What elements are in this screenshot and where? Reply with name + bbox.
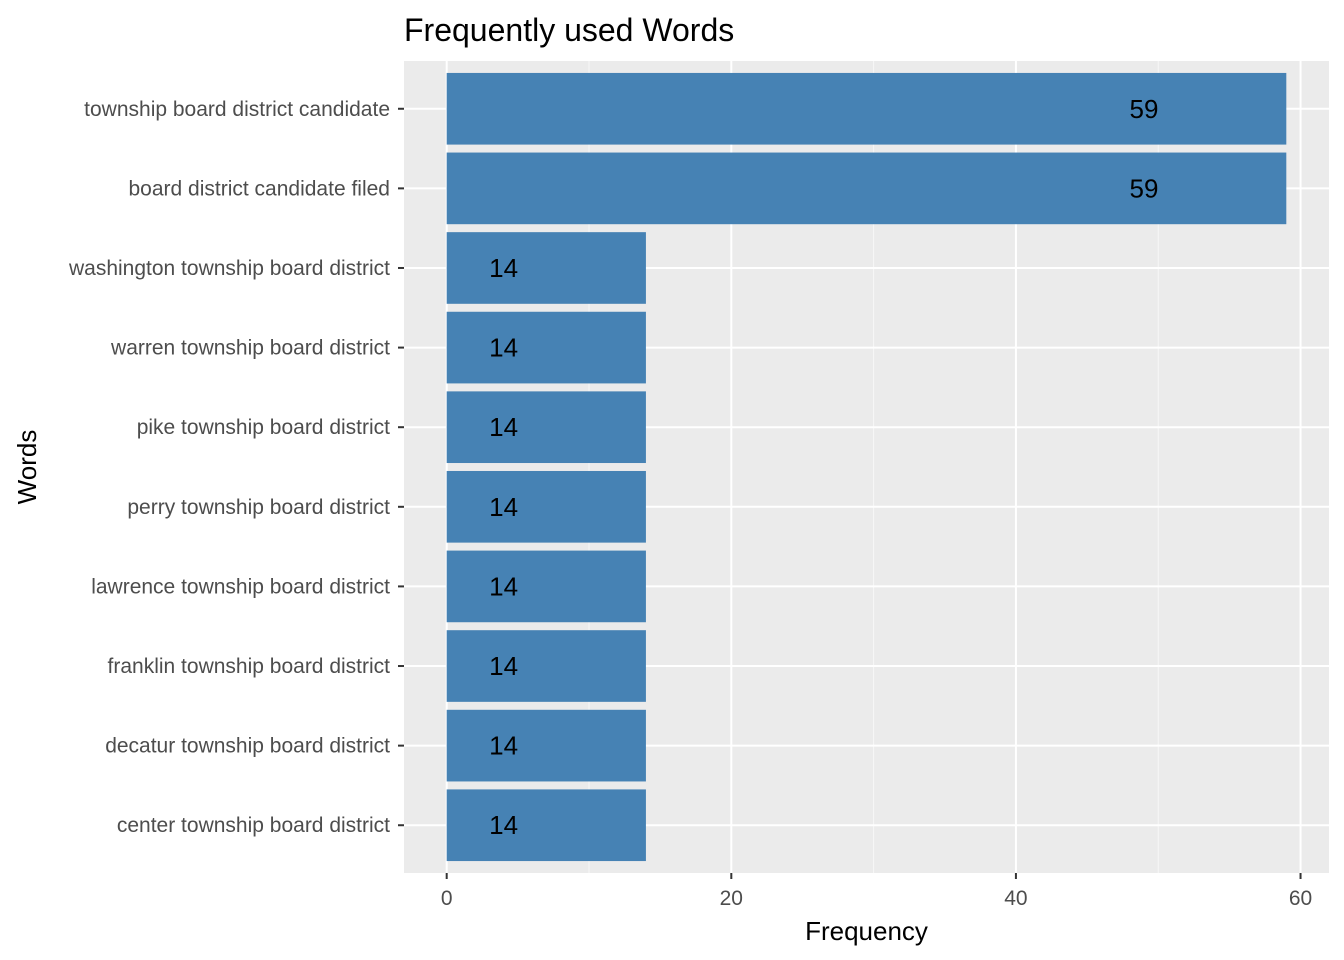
data-label: 14 [489,253,518,283]
data-label: 14 [489,810,518,840]
y-axis-title: Words [12,430,42,505]
bar [446,709,646,782]
data-label: 59 [1130,94,1159,124]
data-label: 14 [489,651,518,681]
y-tick-label: center township board district [117,814,390,837]
y-tick-labels: township board district candidate board d… [68,98,404,837]
data-label: 14 [489,412,518,442]
bar [446,232,646,304]
x-axis-title: Frequency [805,916,928,946]
data-label: 14 [489,571,518,601]
bars: 59 59 14 14 14 14 14 14 14 14 [446,72,1287,862]
y-tick-label: township board district candidate [84,98,390,121]
bar [446,391,646,464]
bar [446,789,646,862]
y-tick-label: perry township board district [127,496,390,519]
chart-title: Frequently used Words [404,12,734,48]
x-tick-label: 40 [1004,887,1027,910]
y-tick-label: lawrence township board district [91,575,390,598]
data-label: 14 [489,492,518,522]
bar [446,311,646,384]
bar [446,550,646,623]
x-tick-label: 20 [720,887,743,910]
data-label: 59 [1130,173,1159,203]
bar [446,470,646,543]
data-label: 14 [489,333,518,363]
y-tick-label: warren township board district [110,337,390,360]
bar [446,630,646,702]
x-tick-label: 0 [441,887,453,910]
x-tick-label: 60 [1289,887,1312,910]
y-tick-label: decatur township board district [105,735,390,758]
y-tick-label: franklin township board district [108,655,391,678]
bar [446,152,1287,225]
y-tick-label: board district candidate filed [129,177,391,200]
y-tick-label: washington township board district [68,257,390,280]
bar [446,72,1287,145]
data-label: 14 [489,731,518,761]
x-tick-labels: 0 20 40 60 [441,873,1312,910]
y-tick-label: pike township board district [137,416,390,439]
